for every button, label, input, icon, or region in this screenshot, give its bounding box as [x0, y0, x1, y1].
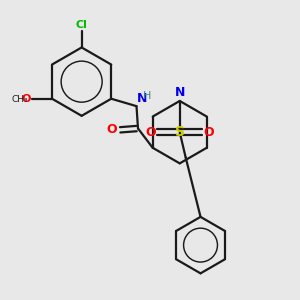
Text: O: O — [106, 123, 117, 136]
Text: O: O — [145, 126, 156, 139]
Text: CH₃: CH₃ — [11, 95, 28, 104]
Text: N: N — [137, 92, 148, 105]
Text: H: H — [143, 91, 152, 101]
Text: S: S — [175, 125, 185, 139]
Text: Cl: Cl — [76, 20, 88, 30]
Text: N: N — [175, 85, 185, 99]
Text: O: O — [203, 126, 214, 139]
Text: O: O — [21, 94, 31, 104]
